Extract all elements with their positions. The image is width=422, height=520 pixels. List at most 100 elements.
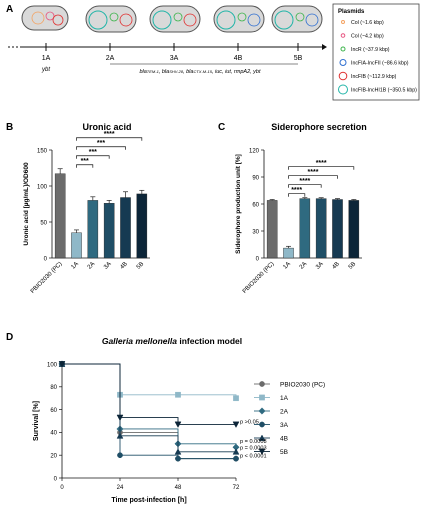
series-line-1a [62,363,237,399]
bar-2a [299,198,311,259]
bar-3a [315,198,327,259]
data-point [174,448,182,455]
bar-4b [332,199,343,259]
timeline: 1A 2A 3A 4B 5B ybt blaTEM-1, blaSHV-28, blaC… [8,43,327,75]
plasmid-legend: Plasmids Col (~1.6 kbp) Col (~4.2 kbp) Inc… [332,3,420,101]
significance-bracket [288,193,306,197]
panel-c-label: C [218,122,225,133]
bar-pbio2030-pc- [266,200,278,259]
legend-label: 5B [280,449,288,456]
significance-label: **** [291,187,302,194]
survival-chart: Galleria mellonella infection model 0 20 40… [33,336,325,504]
x-tick-label: 4B [119,261,128,270]
uronic-acid-chart: Uronic acid 0 50 100 150 Uronic acid [µg/mL]/… [23,122,150,295]
series-line-2a [62,363,237,448]
significance-label: **** [299,178,310,185]
legend-marker [258,434,266,441]
bar-5b [136,193,148,259]
legend-label: 3A [280,422,289,429]
x-tick-label: 4B [331,261,340,270]
series-line-pbio2030-pc- [62,363,236,460]
x-tick-label: 48 [175,485,182,491]
panel-d-label: D [6,332,13,343]
p-value-annotation: p >0.05 [240,419,259,425]
y-tick-label: 80 [50,385,57,391]
chart-title: Siderophore secretion [271,122,367,132]
cell-2a [85,5,137,33]
x-tick-label: 24 [117,485,124,491]
y-axis-label: Survival [%] [33,401,40,441]
data-point [175,455,181,462]
panel-a-label: A [6,4,13,15]
significance-label: *** [89,149,97,156]
y-tick-label: 150 [37,148,48,154]
x-tick-label: 2A [299,261,308,270]
data-point [116,432,124,439]
chart-title: Galleria mellonella infection model [102,336,242,346]
plasmid-legend-title: Plasmids [338,9,365,15]
significance-bracket [76,164,94,168]
data-point [117,452,123,459]
timeline-label-3a: 3A [170,55,179,62]
timeline-label-1a: 1A [42,55,51,62]
legend-plasmid-swatch [338,71,348,81]
cell-1a [21,5,69,31]
legend-plasmid-label: IncR (~37.9 kbp) [351,47,390,53]
legend-plasmid-swatch [338,84,348,95]
legend-plasmid-swatch [340,46,346,52]
panel-b-label: B [6,122,13,133]
data-point [175,391,181,398]
data-point [116,414,124,422]
cell-3a [149,5,201,33]
legend-label: 2A [280,408,289,415]
significance-bracket [76,155,110,159]
y-tick-label: 0 [54,476,58,482]
x-tick-label: PBIO2030 (PC) [242,261,276,295]
legend-plasmid-label: Col (~1.6 kbp) [351,20,384,26]
cell-5b [271,5,323,33]
legend-plasmid-swatch [340,33,346,38]
legend-label: 1A [280,395,289,402]
y-tick-label: 60 [50,408,57,414]
significance-bracket [288,166,355,170]
data-point [174,421,182,428]
y-tick-label: 0 [256,256,260,262]
bar-3a [103,203,115,259]
significance-bracket [288,175,338,179]
bar-2a [87,200,99,259]
legend-plasmid-swatch [341,20,345,24]
legend-marker [258,448,266,456]
legend-marker [259,421,265,428]
significance-bracket [76,146,126,150]
y-tick-label: 120 [249,148,260,154]
series-line-5b [62,363,236,425]
data-point [232,421,240,428]
x-tick-label: 0 [60,485,64,491]
timeline-start-note: ybt [41,67,50,73]
y-axis-label: Uronic acid [µg/mL]/OD600 [23,162,30,246]
legend-marker [259,381,265,387]
bar-4b [120,197,131,259]
y-tick-label: 30 [252,229,259,235]
timeline-labels: 1A 2A 3A 4B 5B [42,55,303,62]
y-tick-label: 50 [40,220,47,226]
x-tick-label: 2A [87,261,96,270]
bar-1a [283,247,294,259]
timeline-gene-note: blaTEM-1, blaSHV-28, blaCTX-M-15, iuc, i… [139,69,261,75]
series-line-4b [62,363,236,453]
significance-bracket [76,137,143,141]
legend-plasmid-label: IncFIB-IncHI1B (~350.5 kbp) [351,88,417,94]
bar-pbio2030-pc- [54,173,66,259]
x-tick-label: 72 [233,485,240,491]
timeline-label-4b: 4B [234,55,243,62]
x-tick-label: PBIO2030 (PC) [30,261,64,295]
y-axis-label: Siderophore production unit [%] [235,154,242,254]
y-tick-label: 60 [252,202,259,208]
timeline-label-5b: 5B [294,55,303,62]
x-tick-label: 5B [136,261,145,270]
x-axis-label: Time post-infection [h] [111,497,186,504]
y-tick-label: 100 [47,362,58,368]
legend-plasmid-swatch [339,59,347,66]
significance-label: **** [104,131,115,138]
